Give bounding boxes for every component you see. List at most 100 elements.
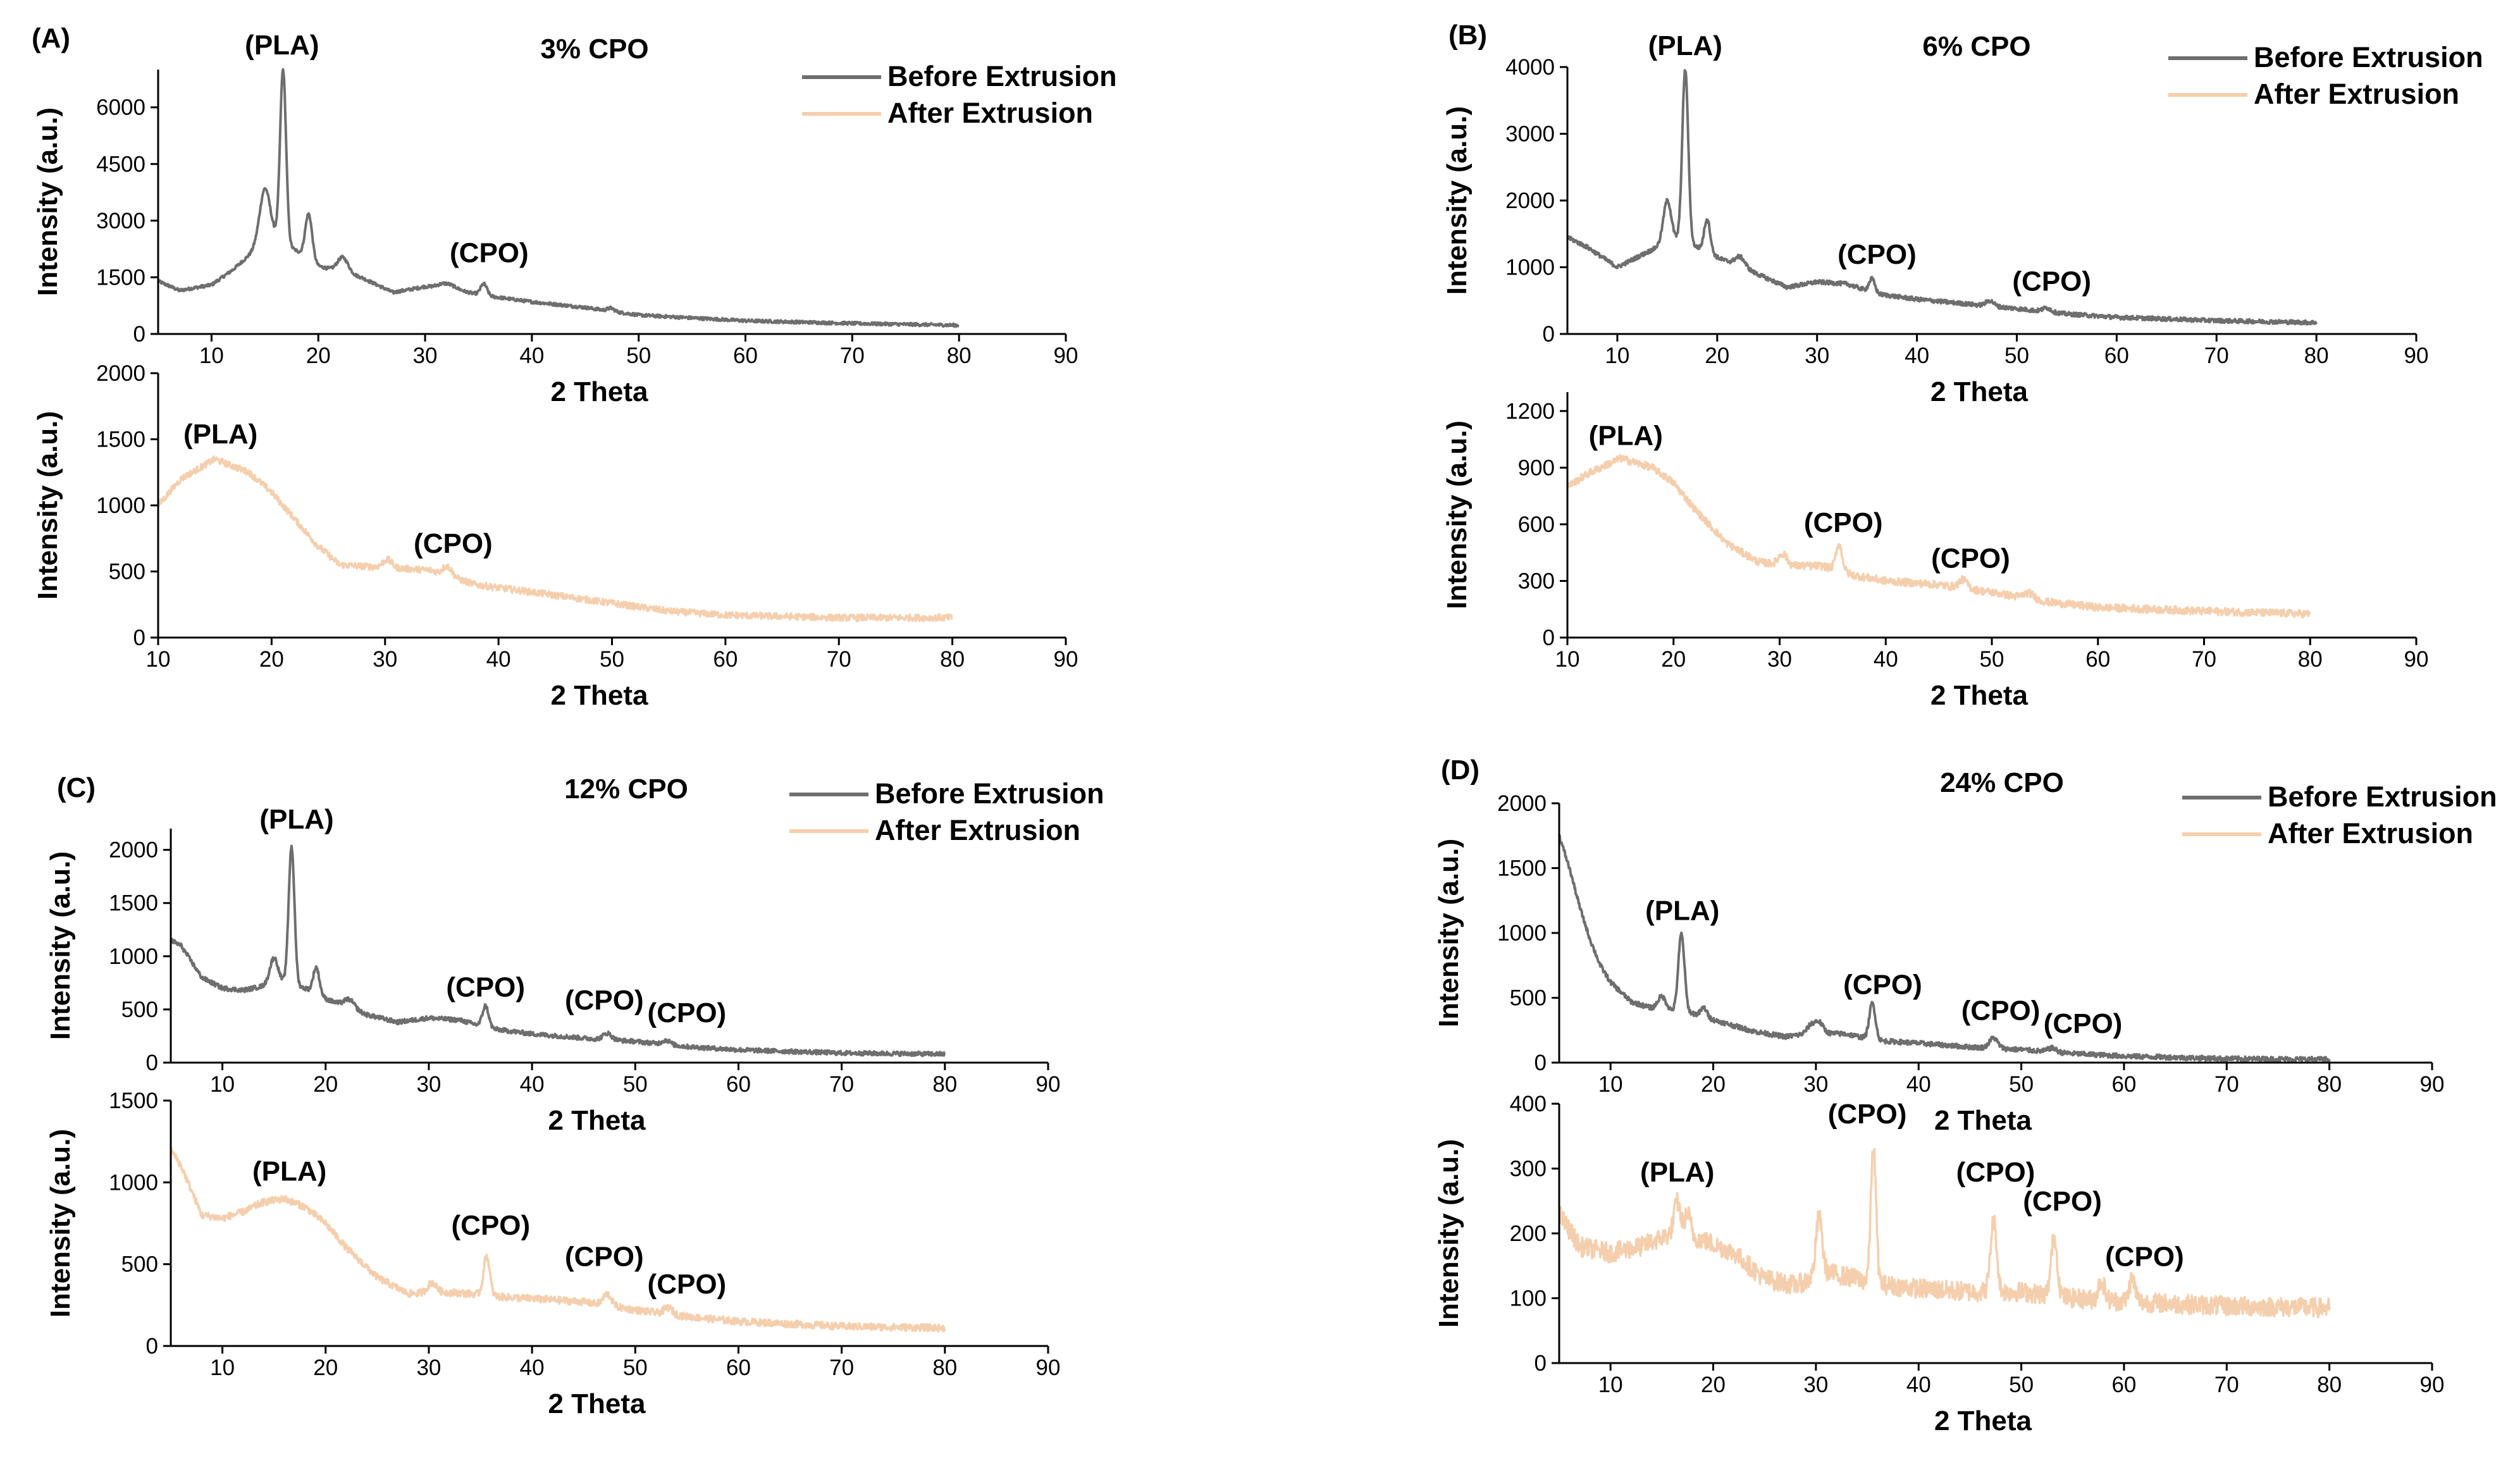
peak-annotation: (PLA) (1645, 896, 1719, 927)
x-tick-label: 70 (840, 343, 865, 368)
x-tick-label: 20 (1705, 343, 1729, 368)
x-tick-label: 30 (416, 1072, 441, 1097)
x-axis-title: 2 Theta (1930, 376, 2029, 407)
y-tick-label: 2000 (96, 361, 145, 386)
x-tick-label: 70 (829, 1072, 854, 1097)
y-tick-label: 4000 (1505, 55, 1555, 80)
x-tick-label: 70 (2192, 647, 2216, 672)
panel-letter: (B) (1448, 20, 1487, 51)
peak-annotation: (CPO) (2044, 1008, 2123, 1039)
y-tick-label: 0 (1535, 1051, 1547, 1075)
x-tick-label: 90 (2420, 1072, 2445, 1097)
x-tick-label: 30 (373, 647, 397, 672)
y-tick-label: 500 (121, 997, 158, 1022)
y-tick-label: 6000 (96, 96, 145, 120)
subplot-0-after: 10 20 30 40 50 60 70 80 90 0 500 1000 1500 2000 2 Thet… (32, 361, 1078, 711)
x-axis-title: 2 Theta (1934, 1105, 2032, 1136)
panel-letter: (C) (57, 772, 96, 803)
x-tick-label: 60 (2111, 1072, 2136, 1097)
subplot-2-before: 10 20 30 40 50 60 70 80 90 0 500 1000 1500 2000 2 Thet… (45, 804, 1060, 1136)
subplot-3-before: 10 20 30 40 50 60 70 80 90 0 500 1000 1500 2000 2 Thet… (1433, 791, 2444, 1136)
x-axis-title: 2 Theta (1934, 1405, 2032, 1436)
x-tick-label: 70 (2214, 1373, 2239, 1397)
peak-annotation: (PLA) (1640, 1157, 1714, 1188)
y-axis-title: Intensity (a.u.) (32, 108, 63, 296)
x-axis-title: 2 Theta (548, 1388, 646, 1419)
x-tick-label: 50 (626, 343, 651, 368)
y-tick-label: 600 (1518, 512, 1555, 537)
x-tick-label: 10 (1555, 647, 1580, 672)
x-tick-label: 80 (2298, 647, 2323, 672)
x-tick-label: 30 (1803, 1072, 1828, 1097)
x-tick-label: 20 (1701, 1072, 1726, 1097)
peak-annotation: (PLA) (245, 30, 319, 61)
y-tick-label: 1500 (96, 265, 145, 290)
legend-label-before: Before Extrusion (887, 60, 1117, 92)
y-tick-label: 900 (1518, 455, 1555, 480)
x-tick-label: 60 (726, 1072, 751, 1097)
x-tick-label: 80 (2317, 1373, 2342, 1397)
legend-label-after: After Extrusion (875, 814, 1080, 846)
x-tick-label: 60 (733, 343, 758, 368)
peak-annotation: (CPO) (2023, 1186, 2102, 1217)
x-tick-label: 80 (932, 1355, 957, 1380)
x-tick-label: 20 (1661, 647, 1686, 672)
x-tick-label: 50 (2009, 1373, 2034, 1397)
x-tick-label: 10 (1605, 343, 1629, 368)
x-tick-label: 90 (1054, 647, 1078, 672)
peak-annotation: (CPO) (452, 1210, 531, 1241)
y-tick-label: 1500 (96, 428, 145, 452)
peak-annotation: (PLA) (259, 804, 333, 835)
x-tick-label: 80 (940, 647, 965, 672)
peak-annotation: (CPO) (565, 1241, 644, 1272)
peak-annotation: (CPO) (450, 238, 529, 269)
x-tick-label: 10 (210, 1072, 235, 1097)
x-tick-label: 40 (1905, 343, 1929, 368)
x-tick-label: 20 (1701, 1373, 1726, 1397)
x-tick-label: 10 (210, 1355, 235, 1380)
y-tick-label: 3000 (1505, 122, 1555, 147)
x-tick-label: 90 (1054, 343, 1078, 368)
x-tick-label: 30 (416, 1355, 441, 1380)
y-tick-label: 0 (1535, 1351, 1547, 1376)
series-line-after (157, 455, 953, 622)
x-tick-label: 80 (947, 343, 972, 368)
panel-title: 12% CPO (564, 774, 688, 805)
x-tick-label: 20 (259, 647, 284, 672)
y-tick-label: 0 (1543, 322, 1555, 347)
x-tick-label: 50 (623, 1072, 648, 1097)
peak-annotation: (PLA) (183, 419, 257, 450)
y-axis-title: Intensity (a.u.) (45, 1129, 76, 1318)
series-line-before (1566, 69, 2318, 326)
x-tick-label: 30 (413, 343, 438, 368)
panel-1: (B) 6% CPO Before Extrusion After Extrusion (1448, 20, 2483, 110)
legend: Before Extrusion After Extrusion (2168, 41, 2483, 110)
panel-letter: (A) (32, 23, 70, 54)
x-tick-label: 40 (520, 1355, 545, 1380)
x-tick-label: 60 (726, 1355, 751, 1380)
peak-annotation: (CPO) (1843, 969, 1922, 1000)
x-tick-label: 40 (1874, 647, 1898, 672)
y-axis-title: Intensity (a.u.) (1442, 421, 1473, 609)
legend: Before Extrusion After Extrusion (789, 777, 1104, 846)
y-tick-label: 0 (133, 322, 145, 347)
x-tick-label: 60 (713, 647, 738, 672)
legend-label-after: After Extrusion (887, 97, 1093, 129)
x-tick-label: 80 (2317, 1072, 2342, 1097)
x-tick-label: 60 (2104, 343, 2129, 368)
x-tick-label: 30 (1805, 343, 1829, 368)
series-line-after (1558, 1147, 2331, 1319)
x-tick-label: 70 (2214, 1072, 2239, 1097)
peak-annotation: (CPO) (648, 997, 727, 1028)
panel-3: (D) 24% CPO Before Extrusion After Extrusio… (1441, 755, 2497, 849)
x-tick-label: 50 (2004, 343, 2029, 368)
subplot-3-after: 10 20 30 40 50 60 70 80 90 0 100 200 300 400 2 Theta In… (1433, 1092, 2444, 1436)
series-line-after (1566, 454, 2311, 619)
x-tick-label: 20 (313, 1072, 338, 1097)
legend-label-before: Before Extrusion (875, 777, 1104, 810)
peak-annotation: (PLA) (1648, 30, 1722, 61)
x-tick-label: 10 (146, 647, 171, 672)
y-tick-label: 400 (1510, 1092, 1547, 1116)
